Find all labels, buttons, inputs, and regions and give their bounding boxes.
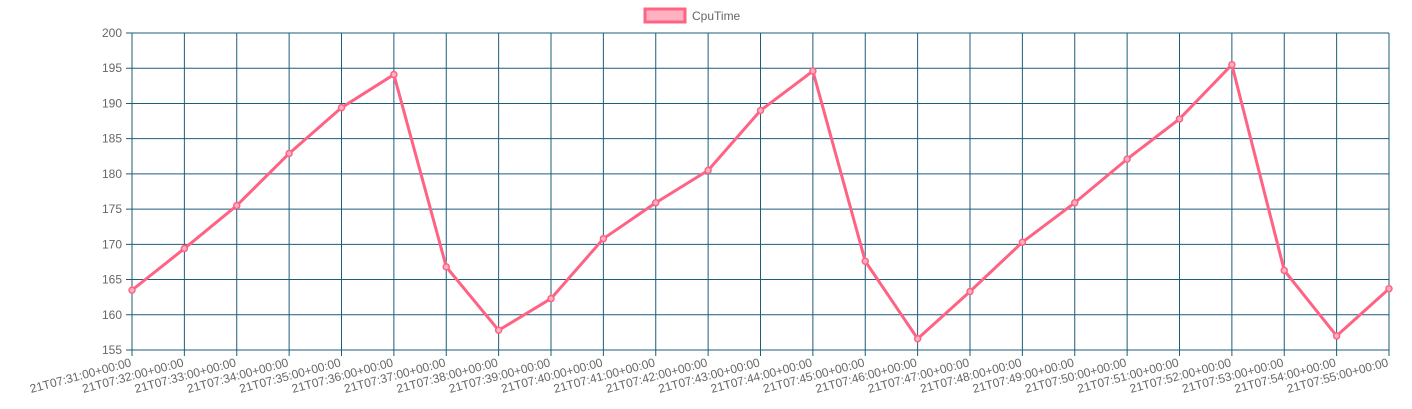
data-point[interactable]	[128, 286, 136, 294]
data-point[interactable]	[547, 294, 555, 303]
data-point[interactable]	[337, 103, 346, 112]
data-point[interactable]	[442, 263, 450, 271]
data-point[interactable]	[494, 326, 503, 335]
data-point[interactable]	[704, 166, 712, 175]
data-point[interactable]	[861, 257, 869, 265]
y-tick-label: 195	[102, 61, 122, 75]
data-point[interactable]	[1228, 60, 1236, 69]
x-axis: 21T07:31:00+00:0021T07:32:00+00:0021T07:…	[28, 355, 1390, 396]
data-point[interactable]	[1018, 238, 1027, 246]
data-point[interactable]	[809, 67, 817, 75]
data-point[interactable]	[233, 201, 241, 210]
legend-label-cputime[interactable]: CpuTime	[692, 9, 741, 23]
data-point[interactable]	[285, 149, 293, 158]
data-point[interactable]	[1071, 199, 1079, 207]
data-point[interactable]	[756, 106, 765, 115]
y-tick-label: 155	[102, 343, 122, 357]
data-point[interactable]	[599, 234, 608, 243]
y-tick-label: 185	[102, 132, 122, 146]
y-tick-label: 160	[102, 308, 122, 322]
legend-swatch-cputime[interactable]	[643, 7, 687, 24]
data-point[interactable]	[180, 244, 189, 253]
data-point[interactable]	[390, 70, 398, 79]
y-tick-label: 170	[102, 237, 122, 251]
data-point[interactable]	[652, 199, 660, 207]
data-point[interactable]	[1332, 332, 1341, 340]
y-tick-label: 180	[102, 167, 122, 181]
data-point[interactable]	[1280, 266, 1288, 275]
data-point[interactable]	[1385, 284, 1393, 293]
y-tick-label: 190	[102, 96, 122, 110]
data-point[interactable]	[1123, 155, 1131, 163]
y-tick-label: 165	[102, 273, 122, 287]
data-point[interactable]	[966, 287, 974, 296]
series-cputime	[128, 60, 1393, 343]
data-point[interactable]	[1175, 115, 1184, 123]
legend[interactable]: CpuTime	[643, 7, 741, 24]
grid-lines	[126, 32, 1390, 356]
data-point[interactable]	[913, 334, 922, 343]
y-tick-label: 175	[102, 202, 122, 216]
y-tick-label: 200	[102, 26, 122, 40]
y-axis: 155 160 165 170 175 180 185 190 195 200	[102, 26, 122, 357]
